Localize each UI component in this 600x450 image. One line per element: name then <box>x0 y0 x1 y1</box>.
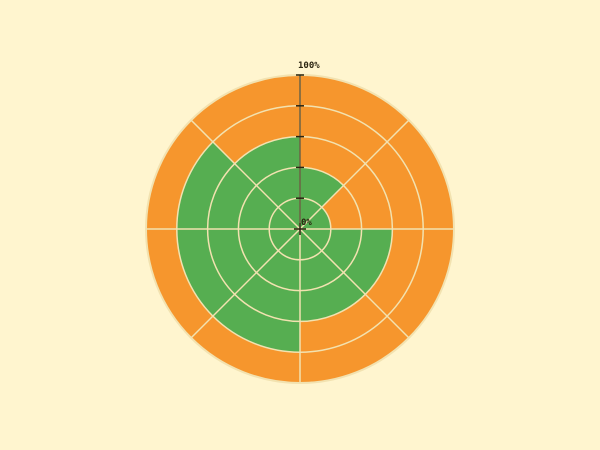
sector-fill-4[interactable] <box>300 229 366 322</box>
scale-axis <box>294 74 306 235</box>
spoke-line-2 <box>299 119 410 230</box>
spoke-line-6 <box>190 228 301 339</box>
sector-fill-3[interactable] <box>300 229 393 295</box>
sector-fill-2[interactable] <box>300 207 331 229</box>
scale-min-label: 0% <box>301 218 312 228</box>
sector-fill-5[interactable] <box>212 229 300 353</box>
scale-max-label: 100% <box>298 61 320 71</box>
grid-layer <box>145 74 455 384</box>
spoke-line-8 <box>190 119 301 230</box>
sector-fill-1[interactable] <box>300 167 344 229</box>
sector-fill-7[interactable] <box>176 141 300 229</box>
sector-fill-6[interactable] <box>176 229 300 317</box>
sector-fill-8[interactable] <box>234 136 300 229</box>
spoke-line-4 <box>299 228 410 339</box>
